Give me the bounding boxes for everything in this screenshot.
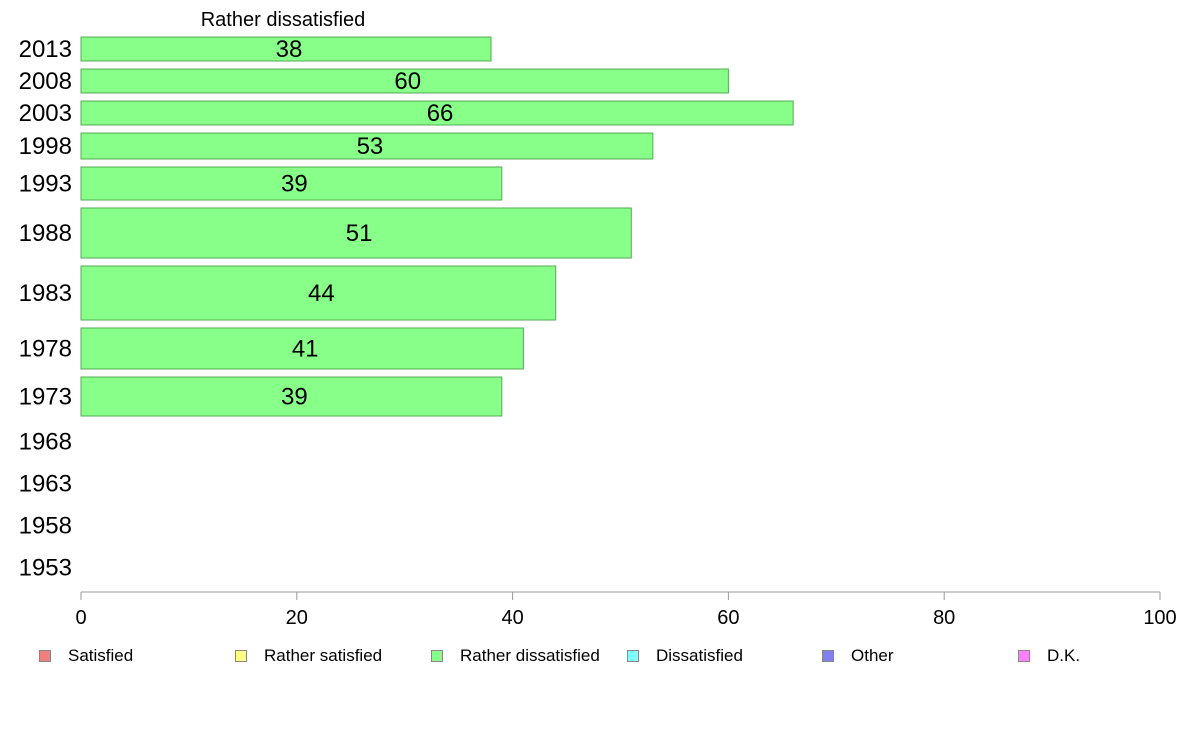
legend-swatch xyxy=(627,650,639,662)
x-tick-label: 40 xyxy=(501,607,523,629)
x-tick-label: 20 xyxy=(286,607,308,629)
legend-swatch xyxy=(1018,650,1030,662)
chart-title: Rather dissatisfied xyxy=(201,9,366,31)
legend-label: Dissatisfied xyxy=(656,646,743,665)
legend-label: Rather satisfied xyxy=(264,646,383,665)
legend-swatch xyxy=(431,650,443,662)
legend-item: Other xyxy=(822,646,894,666)
bar xyxy=(80,132,654,160)
legend-item: D.K. xyxy=(1018,646,1080,666)
legend-label: Rather dissatisfied xyxy=(460,646,600,665)
year-label: 2008 xyxy=(19,68,72,95)
legend-swatch xyxy=(822,650,834,662)
bar-value-label: 39 xyxy=(281,171,308,198)
bar-value-label: 53 xyxy=(357,133,384,160)
year-label: 2013 xyxy=(19,36,72,63)
x-tick-label: 80 xyxy=(933,607,955,629)
legend-label: Satisfied xyxy=(68,646,134,665)
bar-value-label: 66 xyxy=(427,100,454,127)
bar-value-label: 41 xyxy=(292,336,319,363)
year-label: 1988 xyxy=(19,220,72,247)
bar xyxy=(80,207,632,259)
year-label: 1978 xyxy=(19,336,72,363)
x-tick-label: 0 xyxy=(75,607,86,629)
bar xyxy=(80,376,503,417)
legend: Satisfied Rather satisfied Rather dissatis… xyxy=(0,646,1188,670)
bar-value-label: 38 xyxy=(276,36,303,63)
bar-value-label: 51 xyxy=(346,220,373,247)
year-label: 2003 xyxy=(19,100,72,127)
year-label: 1953 xyxy=(19,555,72,582)
bar-value-label: 44 xyxy=(308,280,335,307)
legend-swatch xyxy=(39,650,51,662)
bar-value-label: 60 xyxy=(394,68,421,95)
bar xyxy=(80,36,492,62)
year-label: 1958 xyxy=(19,513,72,540)
bar xyxy=(80,68,729,94)
year-label: 1993 xyxy=(19,171,72,198)
legend-swatch xyxy=(235,650,247,662)
bar xyxy=(80,100,794,126)
legend-label: D.K. xyxy=(1047,646,1081,665)
bar-value-label: 39 xyxy=(281,384,308,411)
x-tick-label: 60 xyxy=(717,607,739,629)
year-label: 1998 xyxy=(19,133,72,160)
x-tick-label: 100 xyxy=(1143,607,1176,629)
year-label: 1968 xyxy=(19,429,72,456)
bar xyxy=(80,327,524,370)
legend-item: Rather dissatisfied xyxy=(431,646,600,666)
legend-item: Dissatisfied xyxy=(627,646,743,666)
year-labels-group: 2013 2008 2003 1998 1993 1988 1983 1978 1973 1968… xyxy=(19,36,72,582)
year-label: 1983 xyxy=(19,280,72,307)
x-axis: 0 20 40 60 80 100 xyxy=(75,591,1177,629)
year-label: 1963 xyxy=(19,471,72,498)
legend-label: Other xyxy=(851,646,894,665)
year-label: 1973 xyxy=(19,384,72,411)
bar xyxy=(80,265,557,321)
legend-item: Rather satisfied xyxy=(235,646,382,666)
bar xyxy=(80,166,503,201)
legend-item: Satisfied xyxy=(39,646,133,666)
